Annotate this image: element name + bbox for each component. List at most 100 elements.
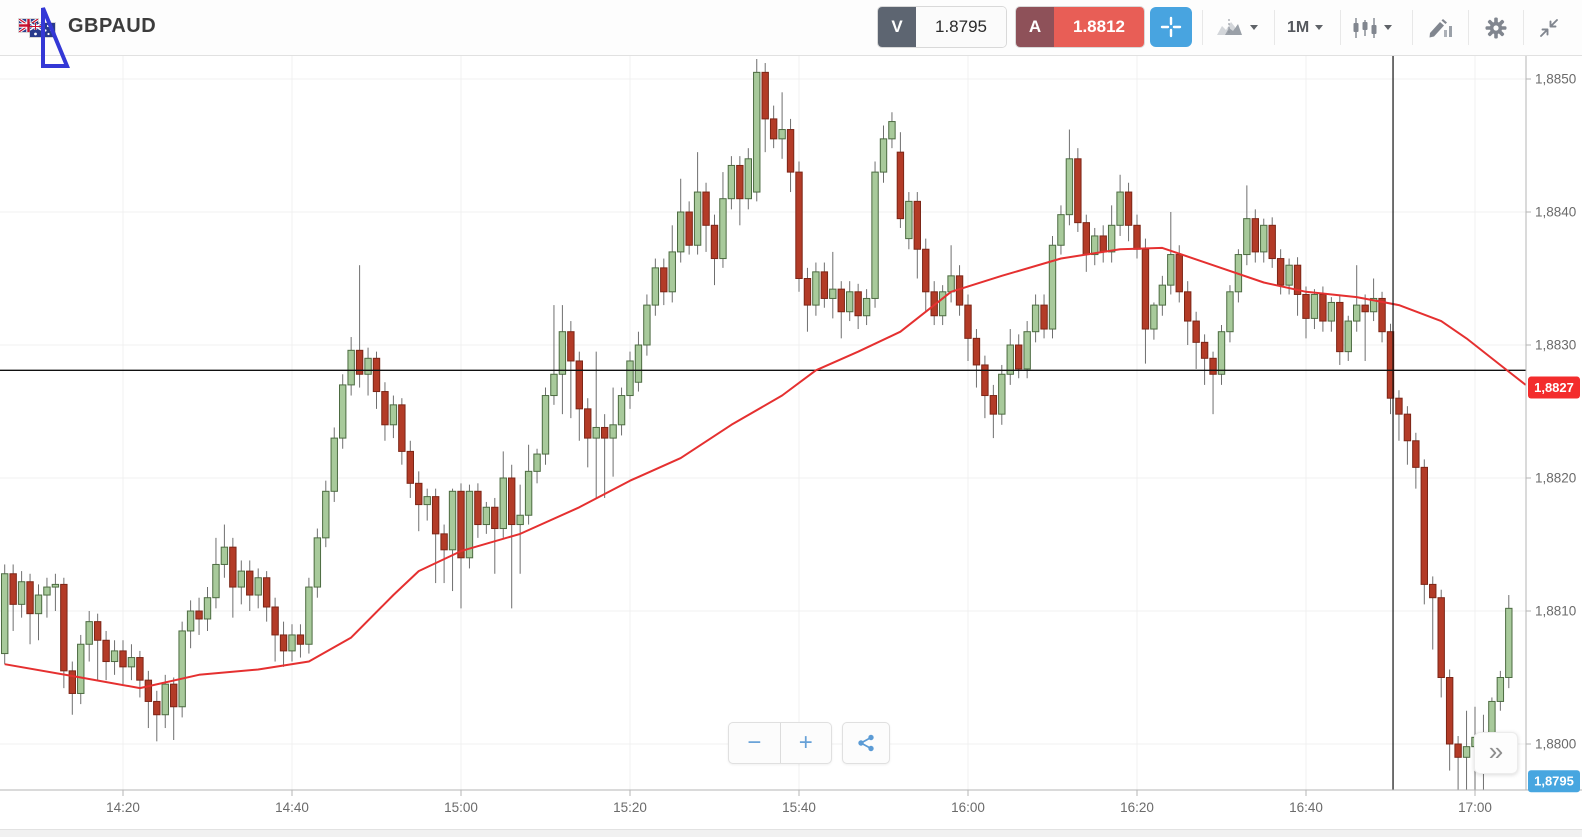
settings-button[interactable] — [1484, 0, 1508, 55]
candle — [1150, 302, 1158, 340]
candle — [693, 152, 702, 255]
candle — [51, 573, 60, 611]
candle — [1217, 325, 1226, 385]
x-axis-label: 17:00 — [1458, 800, 1492, 815]
candle — [186, 600, 195, 649]
candle — [1192, 311, 1200, 369]
candle — [1302, 286, 1310, 339]
candle — [922, 238, 930, 312]
candle — [516, 484, 524, 574]
sell-quote-button[interactable]: V 1.8795 — [878, 7, 1006, 47]
scroll-to-latest-button[interactable]: » — [1474, 732, 1518, 774]
toolbar-separator — [1412, 10, 1413, 45]
candle — [339, 374, 347, 449]
candle — [710, 214, 719, 286]
candle — [9, 564, 17, 631]
candle — [220, 524, 229, 578]
drawing-tools-button[interactable] — [1428, 0, 1454, 55]
candle — [364, 347, 372, 396]
bottom-scroll-strip[interactable] — [0, 829, 1582, 837]
sell-price: 1.8795 — [916, 7, 1006, 47]
candle — [744, 148, 752, 210]
candle — [1336, 294, 1344, 365]
candle — [1200, 334, 1209, 385]
x-axis-label: 14:40 — [275, 800, 309, 815]
zoom-in-button[interactable]: + — [798, 729, 813, 756]
candle — [1015, 334, 1023, 379]
x-axis-label: 15:00 — [444, 800, 478, 815]
candle — [1462, 710, 1471, 790]
candle — [136, 650, 144, 698]
candle — [795, 161, 803, 292]
candle — [1454, 736, 1462, 790]
candle — [1429, 576, 1437, 650]
candle — [981, 355, 989, 419]
candle — [406, 440, 415, 498]
collapse-chart-button[interactable] — [1538, 0, 1560, 55]
candle — [998, 364, 1006, 425]
crosshair-tool-button[interactable] — [1150, 7, 1192, 47]
x-axis-label: 15:20 — [613, 800, 647, 815]
candle — [68, 661, 76, 715]
candle — [296, 624, 305, 658]
chart-compare-dropdown[interactable] — [1216, 0, 1258, 55]
y-axis-label: 1,8800 — [1535, 737, 1576, 752]
candle — [1226, 285, 1234, 343]
candle — [34, 584, 43, 641]
candle — [871, 161, 879, 308]
top-bar: GBPAUD V 1.8795 A 1.8812 — [0, 0, 1582, 56]
candle — [448, 488, 457, 592]
share-button[interactable] — [842, 722, 890, 764]
candlestick-type-icon — [1353, 17, 1377, 38]
interval-dropdown[interactable]: 1M — [1287, 0, 1324, 55]
candle — [43, 577, 51, 618]
candle — [279, 621, 288, 667]
candle — [1107, 205, 1116, 263]
candle — [254, 568, 262, 609]
chevron-down-icon — [1250, 25, 1258, 30]
candle — [1293, 257, 1302, 316]
plot-area — [1, 59, 1513, 790]
y-axis-label: 1,8850 — [1535, 72, 1576, 87]
candle — [389, 395, 398, 439]
candle — [381, 382, 389, 441]
candle — [372, 351, 381, 409]
x-axis-label: 16:40 — [1289, 800, 1323, 815]
gear-icon — [1485, 17, 1507, 38]
candle — [246, 560, 254, 611]
candle — [347, 337, 355, 396]
candle — [262, 571, 271, 622]
candle — [499, 451, 507, 538]
candle — [1496, 670, 1505, 711]
symbol-title: GBPAUD — [68, 15, 157, 37]
candle — [592, 351, 600, 498]
candle — [330, 427, 338, 502]
y-axis-label: 1,8810 — [1535, 604, 1576, 619]
x-axis-label: 16:00 — [951, 800, 985, 815]
candle — [888, 112, 896, 149]
x-axis-label: 16:20 — [1120, 800, 1154, 815]
chart-type-dropdown[interactable] — [1352, 0, 1392, 55]
candle — [660, 258, 668, 306]
candle — [1209, 351, 1217, 415]
moving-average-line — [4, 246, 1526, 690]
bid-price-badge: 1,8795 — [1528, 770, 1580, 793]
candle — [1353, 265, 1361, 332]
toolbar-separator — [1274, 10, 1275, 45]
y-axis-label: 1,8840 — [1535, 205, 1576, 220]
buy-quote-button[interactable]: A 1.8812 — [1016, 7, 1144, 47]
y-axis-label: 1,8830 — [1535, 338, 1576, 353]
candle — [60, 577, 68, 689]
zoom-out-button[interactable]: − — [729, 723, 781, 763]
candle — [1378, 291, 1386, 343]
candle — [85, 611, 93, 662]
candle — [17, 571, 26, 618]
grid — [0, 55, 1526, 790]
candle — [643, 294, 651, 356]
candle — [305, 577, 313, 654]
x-axis-label: 15:40 — [782, 800, 816, 815]
candle — [651, 258, 660, 316]
candle — [1243, 185, 1251, 266]
